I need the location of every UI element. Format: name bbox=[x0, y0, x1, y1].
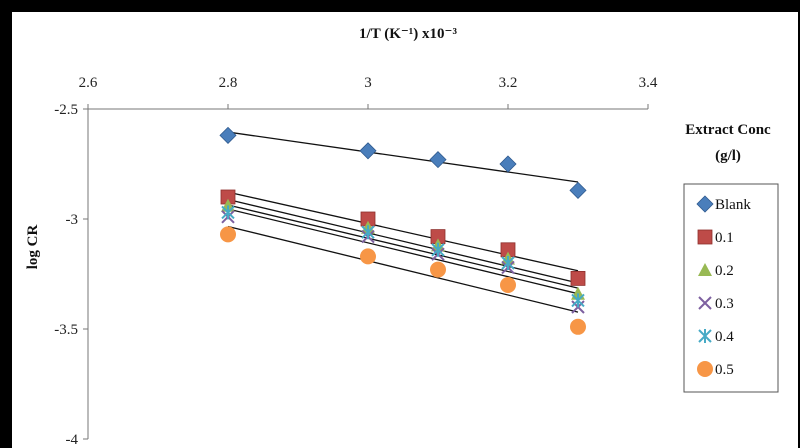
legend-item-blank: Blank bbox=[696, 195, 751, 213]
data-point-blank bbox=[499, 155, 517, 173]
legend-item-0-5: 0.5 bbox=[697, 361, 734, 378]
data-point-blank bbox=[359, 142, 377, 160]
legend-label: 0.2 bbox=[715, 263, 734, 279]
data-point-0-5 bbox=[500, 277, 516, 293]
legend-title-line-2: (g/l) bbox=[715, 148, 741, 164]
trendline-0-1 bbox=[227, 191, 579, 272]
x-tick-label: 3 bbox=[364, 75, 372, 91]
legend-item-0-4: 0.4 bbox=[698, 329, 734, 345]
legend-marker bbox=[697, 229, 713, 245]
legend-box bbox=[683, 183, 779, 393]
trendlines bbox=[227, 131, 579, 313]
data-point-0-5 bbox=[570, 318, 586, 335]
legend-marker bbox=[698, 296, 712, 310]
trendline-0-5 bbox=[227, 225, 579, 313]
trendline-0-3 bbox=[227, 208, 579, 295]
y-tick-label: -4 bbox=[66, 432, 79, 448]
axes: 2.6 2.8 3 3.2 3.4 -2.5 -3 -3.5 -4 bbox=[54, 75, 658, 448]
data-point-blank bbox=[219, 126, 237, 144]
trendline-0-4 bbox=[227, 204, 579, 289]
trendline-blank bbox=[227, 131, 579, 183]
x-tick-label: 2.8 bbox=[219, 75, 238, 91]
data-point-0-4 bbox=[221, 205, 235, 220]
y-tick-label: -3 bbox=[66, 212, 79, 228]
x-axis-label: 1/T (K⁻¹) x10⁻³ bbox=[359, 26, 457, 42]
data-point-0-1 bbox=[570, 270, 586, 286]
chart-panel: 2.6 2.8 3 3.2 3.4 -2.5 -3 -3.5 -4 1/T (K⁻¹) x10⁻… bbox=[12, 12, 798, 448]
data-point-0-4 bbox=[501, 256, 515, 270]
legend-item-0-1: 0.1 bbox=[697, 229, 734, 246]
trendline-0-2 bbox=[227, 198, 579, 284]
legend: Blank 0.1 0.2 0.3 0.4 0.5 bbox=[696, 195, 751, 378]
y-tick-label: -3.5 bbox=[54, 322, 78, 338]
y-axis-label: log CR bbox=[25, 225, 41, 270]
data-point-0-5 bbox=[360, 248, 376, 265]
legend-label: Blank bbox=[715, 197, 751, 213]
arrhenius-plot: 2.6 2.8 3 3.2 3.4 -2.5 -3 -3.5 -4 1/T (K⁻¹) x10⁻… bbox=[25, 26, 779, 448]
data-point-blank bbox=[429, 151, 447, 169]
legend-marker bbox=[698, 263, 712, 276]
x-tick-label: 2.6 bbox=[79, 75, 98, 91]
legend-marker bbox=[696, 195, 714, 213]
legend-label: 0.3 bbox=[715, 296, 734, 312]
data-point-0-4 bbox=[361, 225, 375, 240]
legend-item-0-3: 0.3 bbox=[698, 296, 734, 312]
y-tick-label: -2.5 bbox=[54, 102, 78, 118]
legend-title-line-1: Extract Conc bbox=[685, 122, 771, 138]
legend-item-0-2: 0.2 bbox=[698, 263, 734, 279]
data-point-0-4 bbox=[431, 242, 445, 257]
data-point-0-5 bbox=[430, 261, 446, 278]
legend-marker bbox=[698, 329, 712, 343]
legend-marker bbox=[697, 361, 713, 377]
legend-label: 0.1 bbox=[715, 230, 734, 246]
x-tick-label: 3.4 bbox=[639, 75, 658, 91]
data-point-0-4 bbox=[571, 293, 585, 308]
legend-label: 0.5 bbox=[715, 362, 734, 378]
legend-label: 0.4 bbox=[715, 329, 734, 345]
data-point-blank bbox=[569, 181, 587, 199]
data-points bbox=[219, 126, 587, 335]
legend-title: Extract Conc (g/l) bbox=[685, 122, 771, 164]
data-point-0-5 bbox=[220, 226, 236, 243]
x-tick-label: 3.2 bbox=[499, 75, 518, 91]
